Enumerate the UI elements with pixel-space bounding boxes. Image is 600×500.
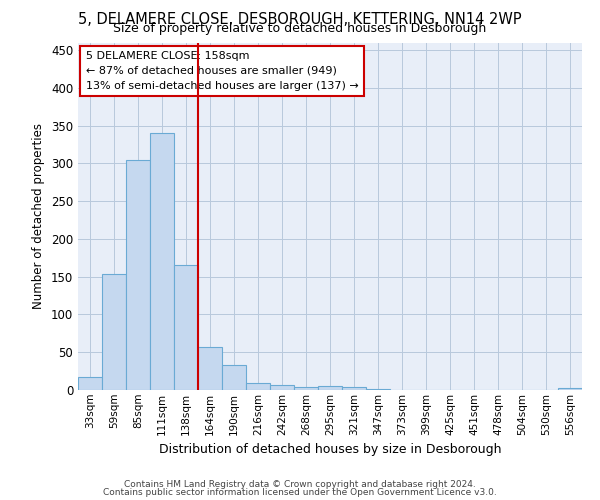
Bar — [102, 274, 126, 390]
Text: 5, DELAMERE CLOSE, DESBOROUGH, KETTERING, NN14 2WP: 5, DELAMERE CLOSE, DESBOROUGH, KETTERING… — [78, 12, 522, 26]
Bar — [246, 383, 270, 390]
Text: Size of property relative to detached houses in Desborough: Size of property relative to detached ho… — [113, 22, 487, 35]
Bar — [198, 347, 222, 390]
Bar — [270, 386, 294, 390]
Text: Contains HM Land Registry data © Crown copyright and database right 2024.: Contains HM Land Registry data © Crown c… — [124, 480, 476, 489]
Bar — [222, 365, 246, 390]
Bar — [558, 388, 582, 390]
Bar — [174, 266, 198, 390]
Bar — [150, 133, 174, 390]
Bar — [318, 386, 342, 390]
Bar — [366, 389, 390, 390]
Bar — [294, 387, 318, 390]
Y-axis label: Number of detached properties: Number of detached properties — [32, 123, 46, 309]
Text: Contains public sector information licensed under the Open Government Licence v3: Contains public sector information licen… — [103, 488, 497, 497]
Bar — [342, 387, 366, 390]
X-axis label: Distribution of detached houses by size in Desborough: Distribution of detached houses by size … — [159, 443, 501, 456]
Text: 5 DELAMERE CLOSE: 158sqm
← 87% of detached houses are smaller (949)
13% of semi-: 5 DELAMERE CLOSE: 158sqm ← 87% of detach… — [86, 51, 358, 91]
Bar — [78, 377, 102, 390]
Bar — [126, 160, 150, 390]
